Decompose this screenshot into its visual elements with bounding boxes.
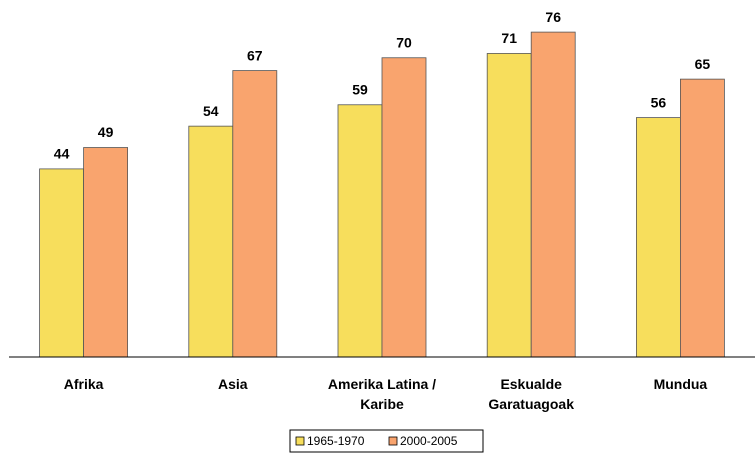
bar bbox=[381, 57, 427, 358]
data-label: 54 bbox=[203, 103, 219, 119]
data-label: 70 bbox=[396, 34, 412, 50]
bar bbox=[39, 168, 84, 358]
data-label: 44 bbox=[54, 146, 70, 162]
legend-label: 1965-1970 bbox=[307, 434, 365, 448]
data-label: 59 bbox=[352, 81, 368, 97]
bar bbox=[636, 117, 681, 358]
data-label: 67 bbox=[247, 47, 263, 63]
data-label: 65 bbox=[695, 56, 711, 72]
bar bbox=[232, 70, 278, 358]
x-tick-label: Asia bbox=[218, 376, 248, 392]
x-tick-label: Eskualde Garatuagoak bbox=[488, 376, 574, 412]
bar bbox=[486, 53, 532, 358]
legend-box bbox=[289, 429, 484, 453]
bar bbox=[83, 147, 128, 358]
legend-label: 2000-2005 bbox=[400, 434, 458, 448]
bar bbox=[530, 31, 576, 358]
legend-swatch bbox=[388, 436, 398, 446]
legend-swatch bbox=[295, 436, 305, 446]
bar bbox=[188, 125, 234, 358]
x-tick-label: Mundua bbox=[653, 376, 708, 392]
bar bbox=[680, 78, 725, 358]
bar bbox=[337, 104, 383, 358]
data-label: 49 bbox=[98, 124, 114, 140]
x-tick-label: Afrika bbox=[63, 376, 104, 392]
data-label: 56 bbox=[651, 94, 667, 110]
x-tick-label: Amerika Latina / Karibe bbox=[327, 376, 437, 412]
data-label: 71 bbox=[501, 30, 517, 46]
data-label: 76 bbox=[545, 9, 561, 25]
